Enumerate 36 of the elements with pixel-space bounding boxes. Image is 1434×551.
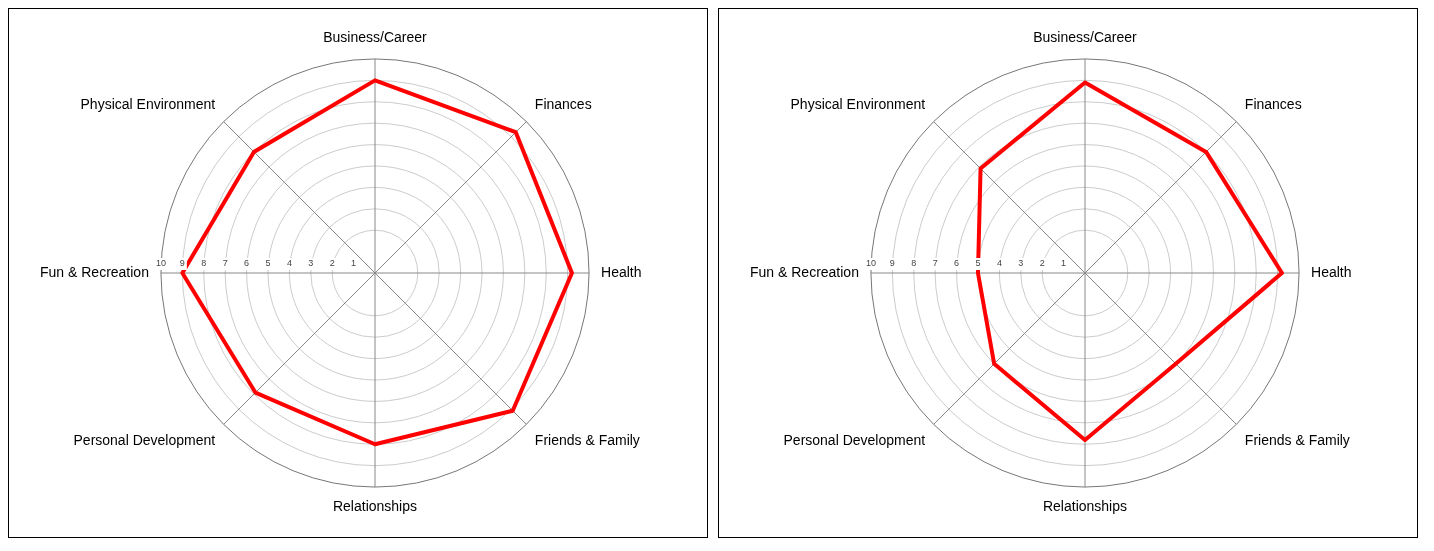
y-tick-label: 2 [329, 258, 335, 269]
y-tick-label: 7 [222, 258, 228, 269]
spoke-label: Personal Development [73, 432, 216, 449]
y-tick-label: 6 [954, 258, 960, 269]
spoke-label: Physical Environment [790, 95, 926, 112]
y-tick-label: 8 [201, 258, 207, 269]
spoke-label: Fun & Recreation [39, 263, 149, 280]
y-tick-label: 5 [265, 258, 271, 269]
y-tick-label: 2 [1039, 258, 1045, 269]
y-tick-label: 3 [308, 258, 314, 269]
y-tick-label: 4 [996, 258, 1002, 269]
y-tick-label: 9 [889, 258, 895, 269]
y-tick-label: 5 [975, 258, 981, 269]
y-tick-label: 10 [155, 258, 166, 269]
spoke-label: Health [1311, 263, 1352, 280]
spoke-label: Physical Environment [80, 95, 216, 112]
spoke-label: Finances [1244, 95, 1302, 112]
spoke-label: Fun & Recreation [749, 263, 859, 280]
y-tick-label: 4 [286, 258, 292, 269]
spoke-label: Finances [534, 95, 592, 112]
y-tick-label: 10 [865, 258, 876, 269]
y-tick-label: 3 [1018, 258, 1024, 269]
y-tick-label: 6 [244, 258, 250, 269]
y-tick-label: 7 [932, 258, 938, 269]
spoke-label: Relationships [332, 498, 418, 515]
y-tick-label: 9 [179, 258, 185, 269]
y-tick-label: 1 [351, 258, 357, 269]
y-tick-label: 1 [1061, 258, 1067, 269]
spoke-label: Business/Career [323, 29, 428, 46]
spoke-label: Friends & Family [1244, 432, 1350, 449]
spoke-label: Friends & Family [534, 432, 640, 449]
spoke-label: Personal Development [783, 432, 926, 449]
spoke-label: Health [601, 263, 642, 280]
spoke-label: Relationships [1042, 498, 1128, 515]
y-tick-label: 8 [911, 258, 917, 269]
spoke-label: Business/Career [1033, 29, 1138, 46]
